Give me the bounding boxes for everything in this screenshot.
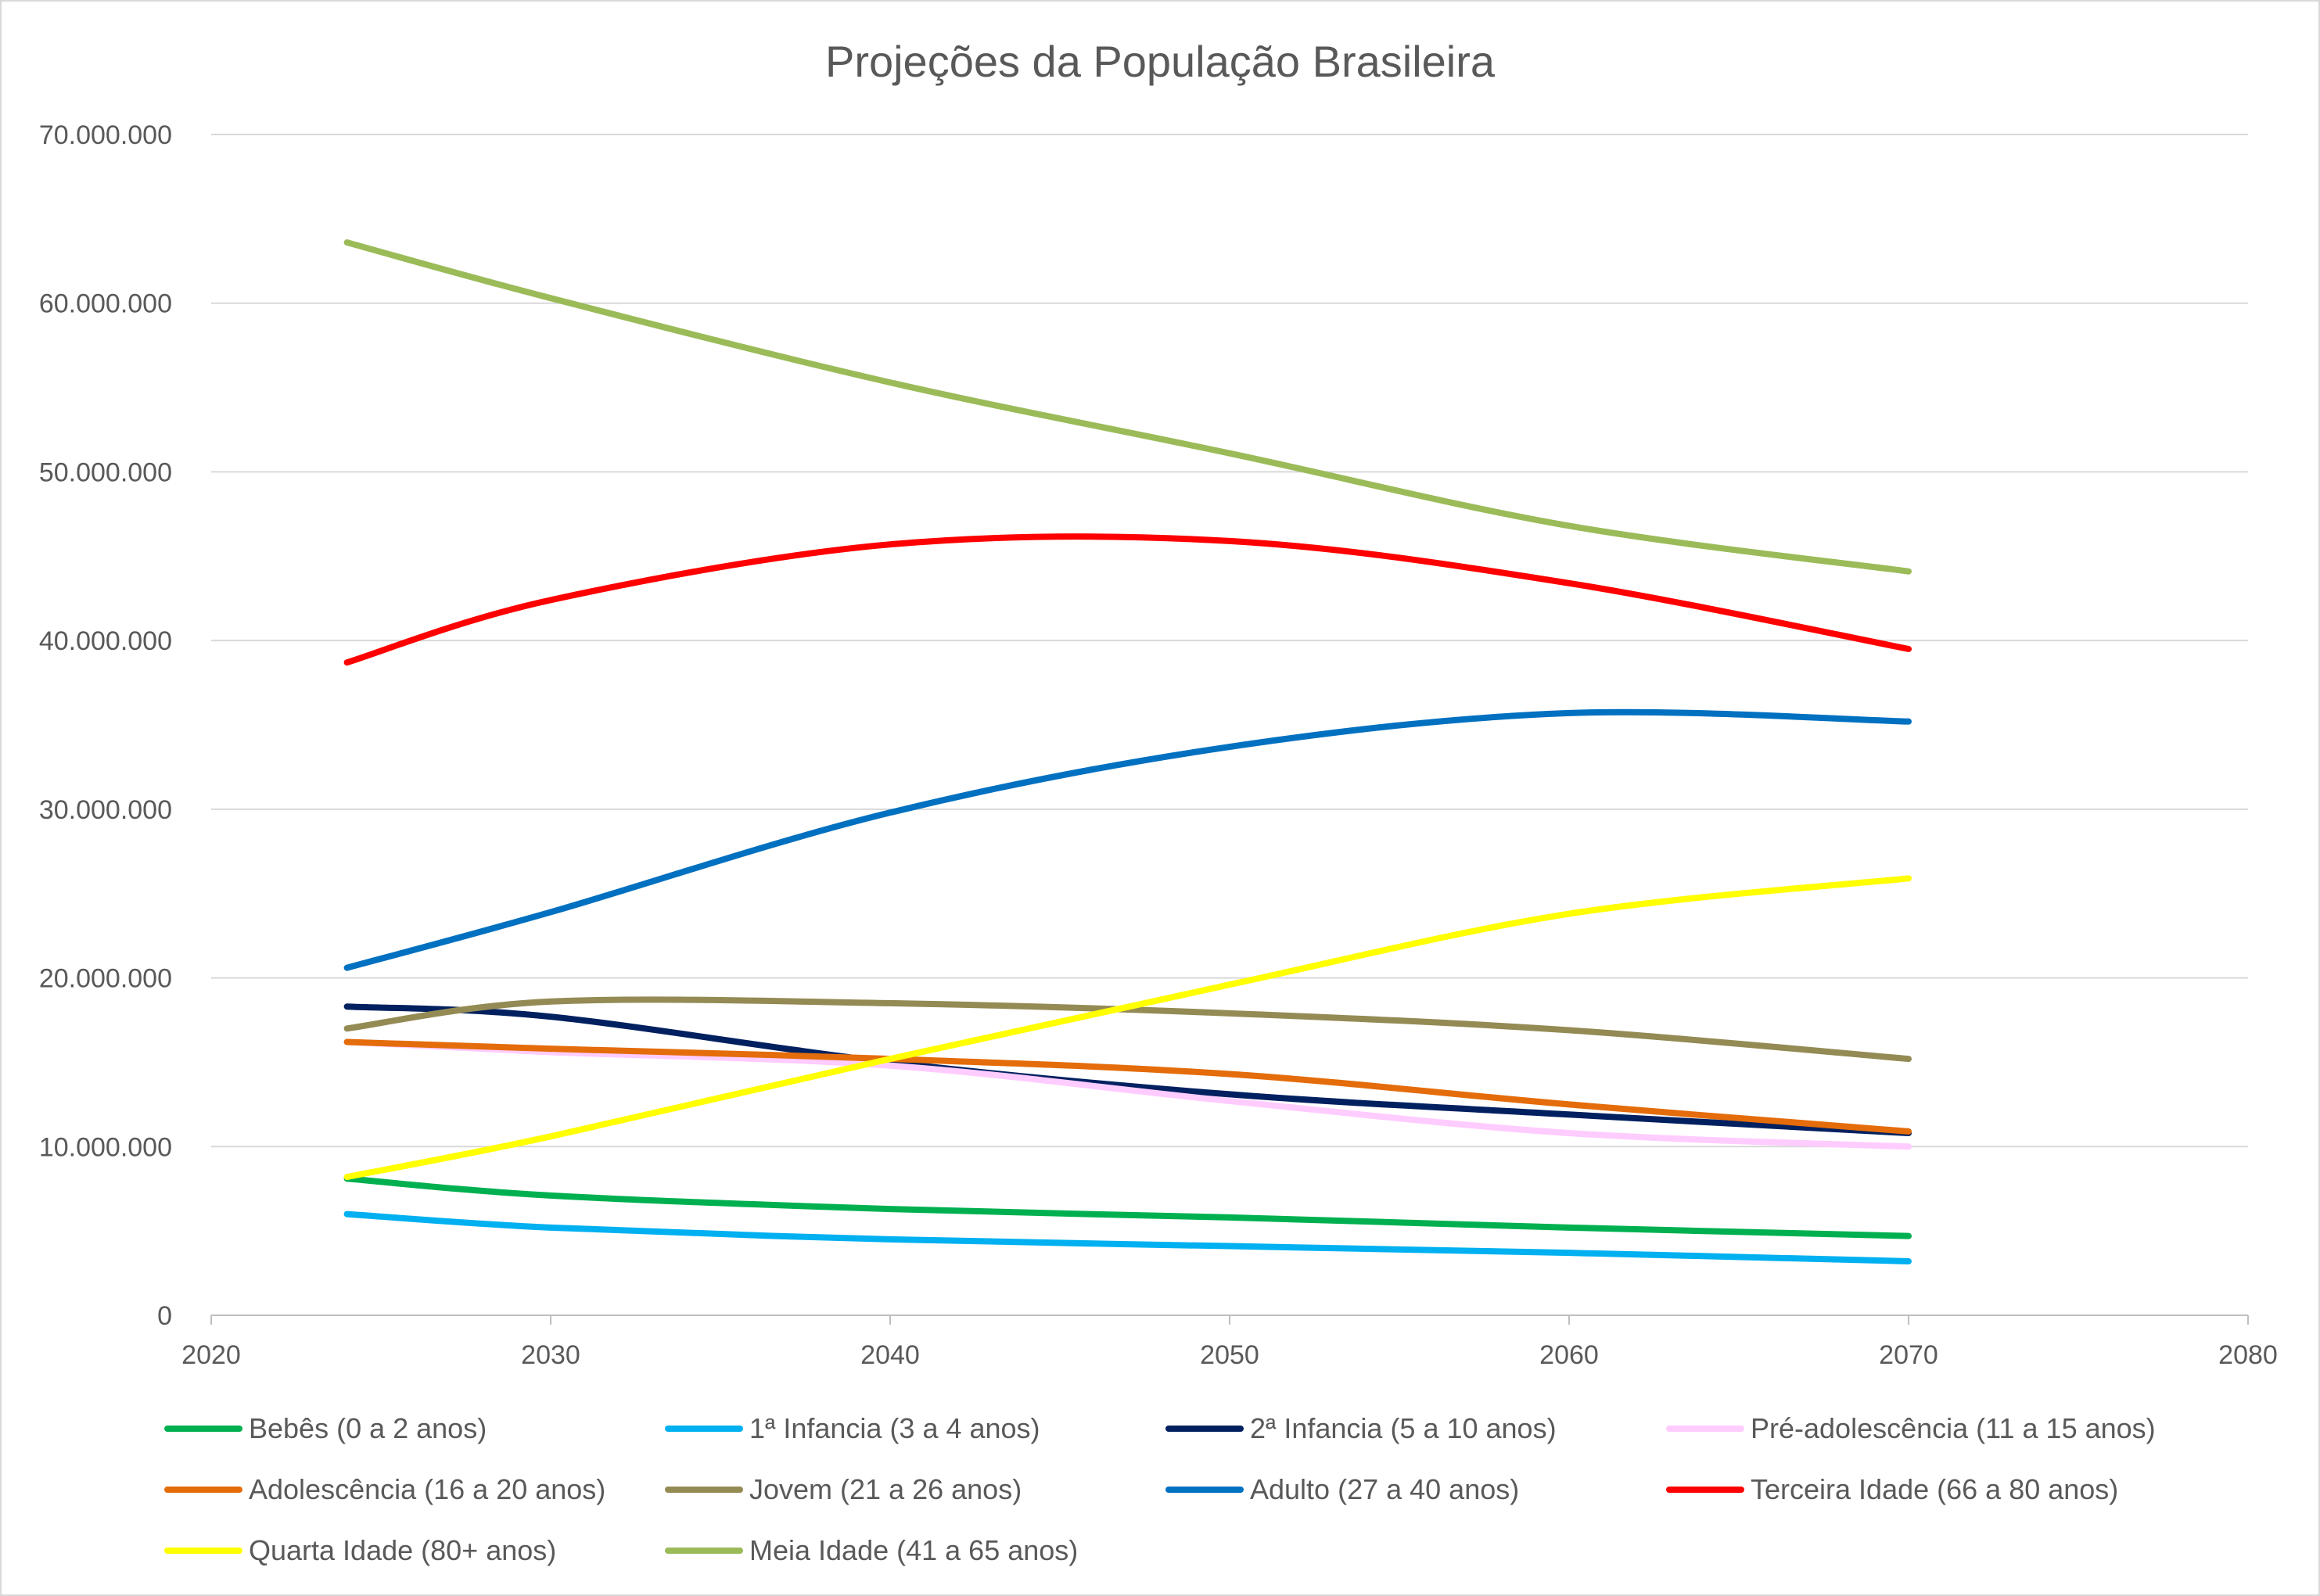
legend-item: Adulto (27 a 40 anos) bbox=[1165, 1473, 1519, 1505]
y-tick-label: 40.000.000 bbox=[39, 626, 172, 656]
series-line-4 bbox=[343, 1038, 1912, 1135]
legend-label: Terceira Idade (66 a 80 anos) bbox=[1751, 1473, 2118, 1505]
legend-item: Quarta Idade (80+ anos) bbox=[164, 1534, 556, 1566]
x-tick-label: 2060 bbox=[1539, 1340, 1599, 1370]
legend-item: Meia Idade (41 a 65 anos) bbox=[665, 1534, 1078, 1566]
x-tick-label: 2050 bbox=[1200, 1340, 1259, 1370]
series-line-5 bbox=[343, 996, 1912, 1063]
legend-item: 1ª Infancia (3 a 4 anos) bbox=[665, 1412, 1040, 1444]
legend-item: Adolescência (16 a 20 anos) bbox=[164, 1473, 605, 1505]
legend-item: 2ª Infancia (5 a 10 anos) bbox=[1165, 1412, 1557, 1444]
y-tick-label: 70.000.000 bbox=[39, 120, 172, 150]
legend-item: Terceira Idade (66 a 80 anos) bbox=[1666, 1473, 2118, 1505]
x-tick-label: 2080 bbox=[2218, 1340, 2278, 1370]
chart-title: Projeções da População Brasileira bbox=[825, 37, 1496, 86]
axes: 0 10.000.000 20.000.000 30.000.000 40.000.00… bbox=[39, 120, 2278, 1370]
legend-item: Bebês (0 a 2 anos) bbox=[164, 1412, 487, 1444]
x-tick-label: 2040 bbox=[860, 1340, 920, 1370]
series-line-7 bbox=[343, 533, 1912, 666]
y-tick-label: 60.000.000 bbox=[39, 289, 172, 319]
x-tick-label: 2070 bbox=[1879, 1340, 1938, 1370]
x-tick-label: 2020 bbox=[181, 1340, 241, 1370]
series-line-1 bbox=[343, 1210, 1912, 1264]
series-line-3 bbox=[343, 1038, 1912, 1150]
legend-label: Jovem (21 a 26 anos) bbox=[749, 1473, 1022, 1505]
y-tick-label: 10.000.000 bbox=[39, 1132, 172, 1162]
legend-label: Bebês (0 a 2 anos) bbox=[249, 1412, 487, 1444]
legend-label: Meia Idade (41 a 65 anos) bbox=[749, 1534, 1078, 1566]
legend-label: 1ª Infancia (3 a 4 anos) bbox=[749, 1412, 1040, 1444]
legend-item: Jovem (21 a 26 anos) bbox=[665, 1473, 1022, 1505]
y-tick-label: 30.000.000 bbox=[39, 795, 172, 825]
legend-label: Adolescência (16 a 20 anos) bbox=[249, 1473, 605, 1505]
gridlines bbox=[211, 134, 2248, 1148]
legend-label: Pré-adolescência (11 a 15 anos) bbox=[1751, 1412, 2156, 1444]
legend-label: Adulto (27 a 40 anos) bbox=[1250, 1473, 1519, 1505]
legend-item: Pré-adolescência (11 a 15 anos) bbox=[1666, 1412, 2156, 1444]
x-tick-label: 2030 bbox=[521, 1340, 580, 1370]
y-tick-label: 20.000.000 bbox=[39, 964, 172, 994]
legend-label: Quarta Idade (80+ anos) bbox=[249, 1534, 556, 1566]
series-lines bbox=[343, 239, 1912, 1264]
legend-label: 2ª Infancia (5 a 10 anos) bbox=[1250, 1412, 1557, 1444]
legend: Bebês (0 a 2 anos) 1ª Infancia (3 a 4 ano… bbox=[164, 1412, 2156, 1566]
y-tick-label: 50.000.000 bbox=[39, 457, 172, 487]
series-line-0 bbox=[343, 1175, 1912, 1239]
series-line-8 bbox=[343, 875, 1912, 1181]
series-line-6 bbox=[343, 708, 1912, 971]
series-line-9 bbox=[343, 239, 1912, 575]
y-tick-label: 0 bbox=[157, 1301, 172, 1331]
